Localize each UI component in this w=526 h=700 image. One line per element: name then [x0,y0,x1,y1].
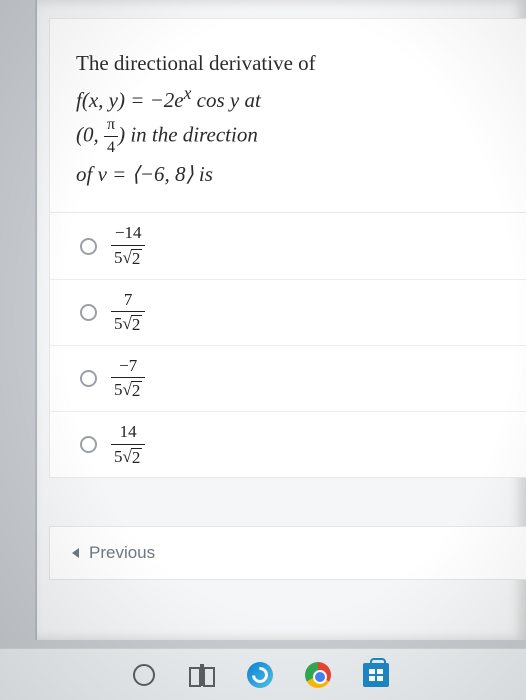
sqrt: √2 [123,448,143,468]
point-frac-num: π [104,116,118,134]
point-close: ) in the direction [118,123,258,147]
radicand: 2 [131,381,143,401]
option-den: 5√2 [111,380,145,401]
previous-label: Previous [89,543,155,563]
content-panel: The directional derivative of f(x, y) = … [35,0,526,640]
func-rhs: −2e [150,88,184,112]
sqrt: √2 [123,315,143,335]
func-lhs: f(x, y) = [76,88,150,112]
point-open: (0, [76,123,104,147]
sqrt: √2 [123,381,143,401]
option-den: 5√2 [111,314,145,335]
chrome-icon[interactable] [304,661,332,689]
option-fraction: 7 5√2 [111,290,145,335]
option-row[interactable]: 14 5√2 [50,412,526,477]
radio-icon[interactable] [80,436,97,453]
den-coeff: 5 [114,447,123,466]
question-text: The directional derivative of f(x, y) = … [50,19,526,212]
cortana-icon[interactable] [130,661,158,689]
store-icon[interactable] [362,661,390,689]
option-num: −7 [116,356,140,376]
task-view-icon[interactable] [188,661,216,689]
den-coeff: 5 [114,314,123,333]
option-fraction: −14 5√2 [111,223,145,268]
options-group: −14 5√2 7 5√2 [50,212,526,477]
nav-card: Previous [49,526,526,580]
edge-icon[interactable] [246,661,274,689]
point-frac-den: 4 [104,139,118,157]
den-coeff: 5 [114,380,123,399]
func-tail: cos y at [191,88,260,112]
den-coeff: 5 [114,248,123,267]
option-row[interactable]: −14 5√2 [50,213,526,279]
option-num: 7 [121,290,136,310]
radicand: 2 [131,315,143,335]
of-v: of v = ⟨−6, 8⟩ is [76,162,213,186]
option-fraction: −7 5√2 [111,356,145,401]
question-line-2: f(x, y) = −2ex cos y at [76,80,502,117]
question-card: The directional derivative of f(x, y) = … [49,18,526,478]
option-row[interactable]: 7 5√2 [50,280,526,346]
option-num: 14 [117,422,140,442]
radio-icon[interactable] [80,304,97,321]
radicand: 2 [131,448,143,468]
fraction-bar [111,377,145,378]
fraction-bar [111,245,145,246]
sqrt: √2 [123,249,143,269]
radio-icon[interactable] [80,238,97,255]
chevron-left-icon [72,548,79,558]
fraction-bar [111,444,145,445]
fraction-bar [104,136,118,137]
question-line-1: The directional derivative of [76,47,502,80]
question-line-3: (0, π 4 ) in the direction [76,116,502,158]
question-line-4: of v = ⟨−6, 8⟩ is [76,158,502,191]
option-fraction: 14 5√2 [111,422,145,467]
taskbar [0,648,526,700]
radio-icon[interactable] [80,370,97,387]
radicand: 2 [131,249,143,269]
option-row[interactable]: −7 5√2 [50,346,526,412]
fraction-bar [111,311,145,312]
previous-button[interactable]: Previous [50,527,526,579]
point-fraction: π 4 [104,116,118,158]
option-den: 5√2 [111,248,145,269]
option-den: 5√2 [111,447,145,468]
option-num: −14 [112,223,145,243]
